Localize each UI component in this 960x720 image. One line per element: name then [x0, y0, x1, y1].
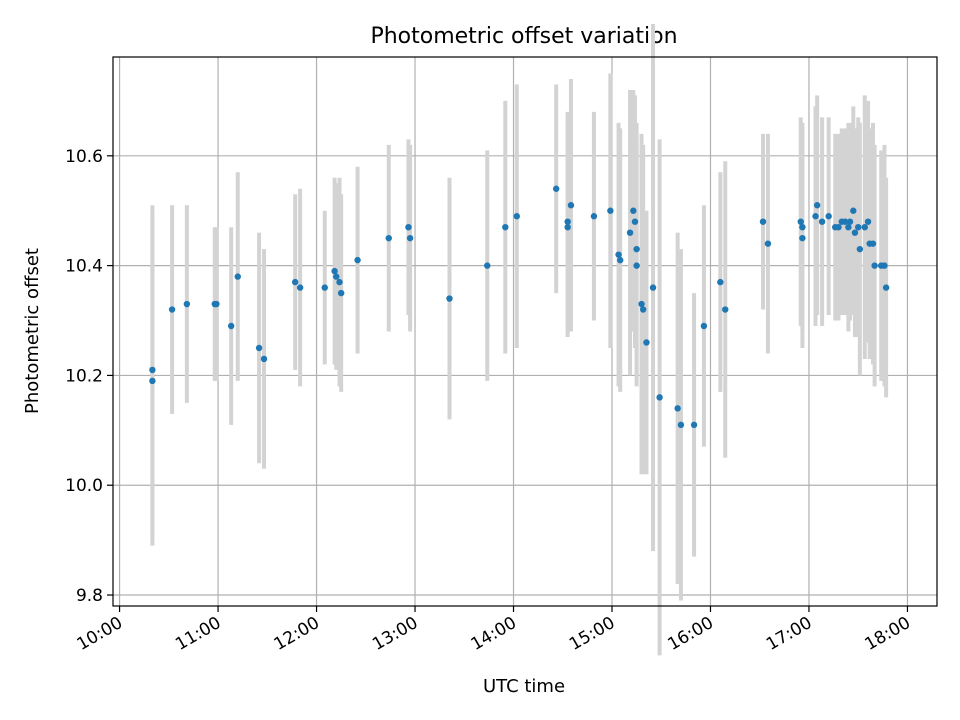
- data-point: [617, 256, 624, 264]
- data-point: [855, 223, 862, 231]
- data-point: [861, 223, 868, 231]
- data-point: [168, 306, 176, 313]
- y-tick-label: 10.2: [65, 366, 103, 386]
- data-point: [633, 245, 640, 253]
- data-point: [607, 207, 614, 214]
- data-point: [149, 377, 156, 385]
- data-point: [630, 207, 637, 214]
- data-point: [850, 207, 857, 214]
- data-point: [856, 245, 864, 253]
- data-point: [643, 339, 650, 346]
- data-point: [864, 218, 872, 225]
- data-point: [213, 300, 220, 308]
- y-tick-label: 10.0: [65, 476, 103, 496]
- data-point: [296, 284, 304, 291]
- data-point: [626, 229, 634, 236]
- data-point: [552, 185, 560, 192]
- data-point: [656, 394, 663, 401]
- data-point: [149, 366, 156, 374]
- data-point: [797, 218, 804, 225]
- data-point: [513, 213, 520, 220]
- data-point: [564, 218, 571, 225]
- data-point: [567, 202, 575, 209]
- plot-frame: [112, 56, 938, 607]
- data-point: [846, 218, 854, 225]
- data-point: [337, 289, 345, 297]
- y-axis-label: Photometric offset: [22, 248, 43, 414]
- data-point: [638, 300, 645, 308]
- data-point: [564, 223, 571, 231]
- data-point: [234, 273, 241, 280]
- data-point: [260, 355, 268, 363]
- data-point: [825, 213, 832, 220]
- data-point: [812, 213, 819, 220]
- data-point: [835, 223, 842, 231]
- data-point: [227, 322, 235, 330]
- data-point: [882, 284, 890, 291]
- data-point: [333, 273, 340, 280]
- data-point: [639, 306, 647, 313]
- data-point: [813, 202, 821, 209]
- data-point: [764, 240, 772, 247]
- data-point: [690, 421, 698, 429]
- data-point: [336, 278, 343, 286]
- data-point: [674, 405, 681, 412]
- data-point: [841, 218, 849, 225]
- data-point: [183, 300, 191, 308]
- data-point: [631, 218, 639, 225]
- data-point: [331, 267, 338, 275]
- data-point: [502, 223, 509, 231]
- data-point: [799, 234, 806, 242]
- data-point: [717, 278, 724, 286]
- data-point: [484, 262, 491, 269]
- chart-title: Photometric offset variation: [370, 24, 677, 49]
- data-point: [446, 295, 453, 302]
- data-point: [722, 306, 729, 313]
- data-points: [149, 185, 890, 429]
- data-point: [405, 223, 412, 231]
- y-tick-label: 10.4: [65, 257, 103, 277]
- data-point: [818, 218, 826, 225]
- data-point: [385, 234, 392, 242]
- y-tick-label: 10.6: [65, 147, 103, 167]
- data-point: [799, 223, 806, 231]
- data-point: [871, 262, 878, 269]
- data-point: [633, 262, 640, 269]
- data-point: [649, 284, 657, 291]
- gridlines: [113, 57, 937, 606]
- data-point: [759, 218, 767, 225]
- data-point: [255, 344, 263, 352]
- data-point: [590, 213, 598, 220]
- data-point: [700, 322, 708, 330]
- data-point: [845, 223, 852, 231]
- data-point: [677, 421, 685, 429]
- data-point: [291, 278, 299, 286]
- data-point: [615, 251, 622, 258]
- data-point: [354, 256, 361, 264]
- data-point: [869, 240, 877, 247]
- data-point: [881, 262, 888, 269]
- y-tick-label: 9.8: [76, 586, 103, 606]
- data-point: [851, 229, 859, 236]
- data-point: [321, 284, 328, 291]
- y-axis-ticks: 9.8 10.0 10.2 10.4 10.6: [65, 147, 113, 606]
- data-point: [406, 234, 414, 242]
- x-axis-label: UTC time: [483, 676, 565, 697]
